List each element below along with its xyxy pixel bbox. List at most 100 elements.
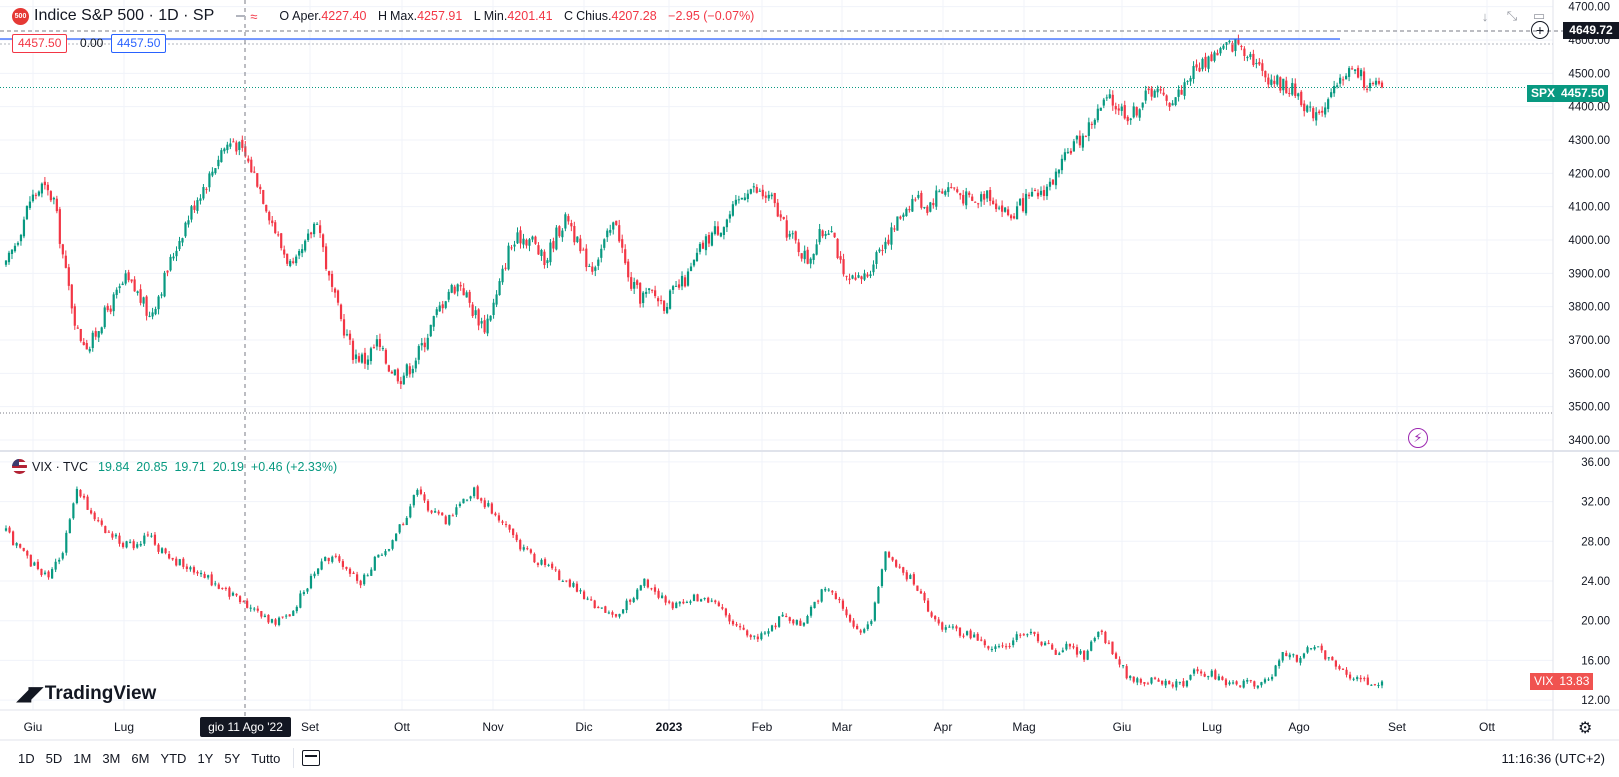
spx-candle — [1345, 75, 1348, 80]
position-right-box[interactable]: 4457.50 — [111, 34, 167, 53]
vix-candle — [1157, 679, 1160, 682]
maximize-button[interactable]: ▭ — [1528, 5, 1550, 27]
tradingview-logo[interactable]: ◢◤ TradingView — [16, 681, 156, 706]
spx-candle — [917, 194, 920, 198]
vix-symbol[interactable]: VIX · TVC — [32, 459, 89, 474]
spx-candle — [345, 334, 349, 336]
spx-candle — [1006, 209, 1010, 216]
spx-candle — [1147, 88, 1150, 91]
spx-candle — [1333, 85, 1336, 94]
spx-y-tick-label: 3800.00 — [1568, 302, 1610, 314]
vix-candle — [164, 548, 167, 554]
vix-legend: VIX · TVC 19.84 20.85 19.71 20.19 +0.46 … — [12, 459, 337, 474]
spx-candle — [1087, 122, 1090, 136]
vix-candle — [902, 567, 905, 573]
range-3m-button[interactable]: 3M — [102, 750, 121, 766]
vix-candle — [338, 556, 341, 562]
spx-candle — [324, 246, 328, 270]
vix-candle — [625, 600, 628, 611]
symbol-badge[interactable]: 500 — [12, 7, 29, 25]
spx-candle — [1273, 80, 1276, 84]
add-alert-button[interactable]: + — [1531, 21, 1549, 39]
spx-candle — [920, 192, 923, 208]
vix-candle — [1104, 631, 1107, 643]
vix-candle — [61, 553, 64, 559]
gear-icon[interactable]: ⚙ — [1578, 720, 1593, 737]
vix-candle — [1143, 682, 1146, 684]
spx-candle — [109, 308, 112, 312]
spx-candle — [468, 291, 471, 303]
date-range-button[interactable] — [302, 750, 321, 766]
spx-candle — [187, 220, 190, 225]
spx-candle — [1051, 179, 1055, 185]
spx-candle — [513, 244, 516, 247]
vix-candle — [941, 622, 944, 630]
spx-candle — [839, 256, 842, 260]
spx-candle — [268, 211, 271, 221]
spx-candles — [4, 34, 1384, 389]
compare-toggle-button[interactable]: ≈ — [236, 10, 257, 23]
range-ytd-button[interactable]: YTD — [160, 750, 187, 766]
spx-candle — [208, 173, 211, 188]
spx-candle — [800, 253, 803, 259]
vix-candle — [79, 489, 82, 497]
vix-candle — [703, 598, 706, 600]
range-all-button[interactable]: Tutto — [251, 750, 281, 766]
spx-candle — [866, 274, 869, 277]
spx-candle — [351, 340, 355, 360]
range-5y-button[interactable]: 5Y — [224, 750, 241, 766]
spx-candle — [1036, 192, 1040, 197]
spx-candle — [423, 342, 426, 348]
spx-candle — [160, 294, 163, 296]
lightning-icon[interactable]: ⚡ — [1408, 428, 1428, 448]
spx-candle — [1192, 66, 1195, 80]
range-5d-button[interactable]: 5D — [45, 750, 63, 766]
spx-candle — [1042, 190, 1046, 196]
collapse-button[interactable]: ⤡ — [1501, 5, 1523, 27]
spx-candle — [253, 171, 256, 173]
spx-candle — [393, 369, 396, 376]
spx-candle — [546, 260, 549, 264]
spx-candle — [962, 194, 965, 204]
spx-candle — [725, 219, 729, 228]
spx-y-tick-label: 3500.00 — [1568, 402, 1610, 414]
scroll-down-button[interactable]: ↓ — [1474, 5, 1496, 27]
spx-candle — [639, 282, 642, 304]
position-left-box[interactable]: 4457.50 — [12, 34, 68, 53]
vix-candle — [1373, 684, 1377, 686]
vix-candle — [1356, 677, 1359, 680]
vix-candle — [1132, 676, 1135, 682]
clock-timezone[interactable]: 11:16:36 (UTC+2) — [1501, 750, 1605, 766]
vix-candle — [1246, 680, 1249, 682]
symbol-title[interactable]: Indice S&P 500 · 1D · SP — [34, 7, 215, 24]
vix-candle — [416, 489, 419, 495]
spx-candle — [600, 248, 603, 258]
vix-candle — [554, 569, 557, 571]
spx-candle — [151, 312, 154, 317]
vix-candle — [934, 616, 937, 620]
vix-candle — [231, 592, 235, 596]
vix-candle — [770, 625, 774, 631]
spx-candle — [399, 381, 402, 385]
vix-candle — [746, 630, 749, 636]
spx-candle — [507, 245, 510, 270]
range-1d-button[interactable]: 1D — [18, 750, 35, 766]
spx-candle — [878, 249, 881, 252]
vix-candle — [707, 597, 710, 603]
vix-candle — [1118, 659, 1121, 665]
spx-candle — [1282, 78, 1285, 91]
x-tick-label: Feb — [752, 720, 773, 734]
spx-candle — [914, 199, 917, 201]
x-tick-label: Ott — [394, 720, 411, 734]
vix-candle — [228, 587, 231, 597]
range-1y-button[interactable]: 1Y — [197, 750, 214, 766]
range-1m-button[interactable]: 1M — [73, 750, 92, 766]
spx-candle — [971, 196, 974, 201]
vix-candle — [260, 611, 263, 617]
spx-candle — [286, 253, 289, 264]
vix-candle — [412, 495, 415, 506]
spx-candle — [534, 236, 537, 244]
range-6m-button[interactable]: 6M — [131, 750, 150, 766]
spx-candle — [674, 285, 678, 287]
